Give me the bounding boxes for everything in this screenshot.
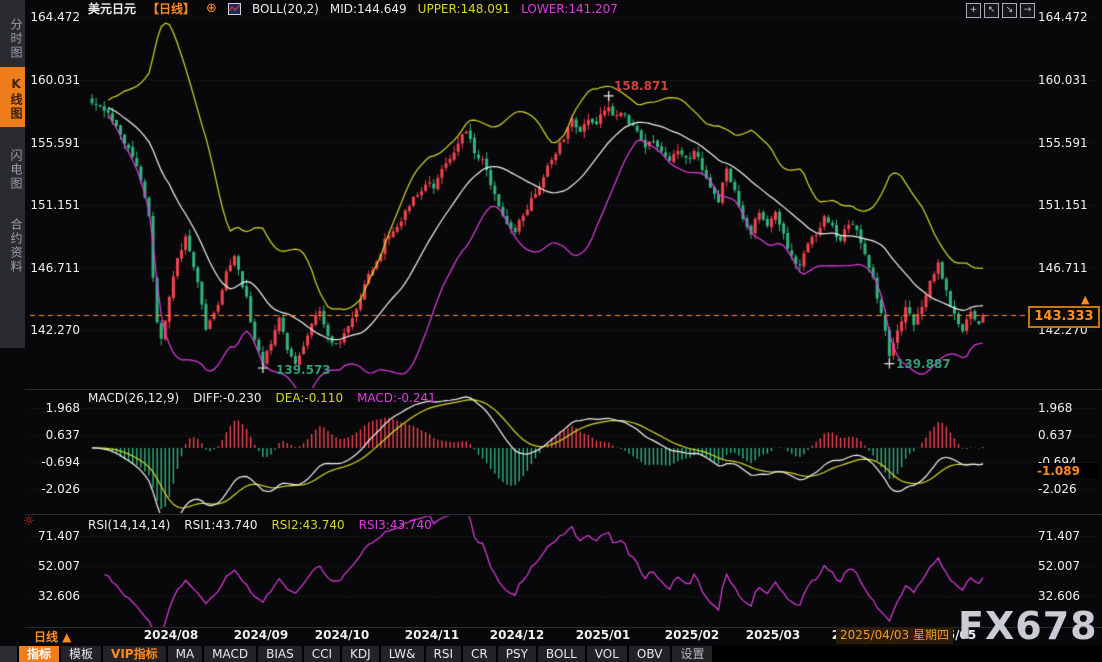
month-label: 2024/08 [143,628,199,642]
toolbar-item-cr[interactable]: CR [463,646,496,662]
macd-tick: -2.026 [41,482,80,496]
bottom-toolbar: 指标 模板 VIP指标 MA MACD BIAS CCI KDJ LW& RSI… [0,646,1102,662]
rsi-header: RSI(14,14,14) RSI1:43.740 RSI2:43.740 RS… [88,518,432,532]
month-label: 2024/11 [404,628,460,642]
macd-header: MACD(26,12,9) DIFF:-0.230 DEA:-0.110 MAC… [88,391,436,405]
price-tick: 146.711 [30,261,80,275]
rsi1-value: RSI1:43.740 [184,518,258,532]
rsi-tick: 71.407 [1038,529,1080,543]
macd-macd-value: MACD:-0.241 [357,391,436,405]
crosshair-date-tooltip: 2025/04/03 星期四 [836,627,953,644]
macd-tick: 1.968 [1038,401,1073,415]
price-tick: 146.711 [1038,261,1088,275]
rsi2-value: RSI2:43.740 [271,518,345,532]
toolbar-item-lw[interactable]: LW& [380,646,424,662]
month-label: 2024/10 [314,628,370,642]
price-tick: 164.472 [1038,10,1088,24]
toolbar-item-ma[interactable]: MA [167,646,203,662]
scale-up-icon[interactable]: ↖ [984,3,999,18]
scale-down-icon[interactable]: ↘ [1002,3,1017,18]
sidebar: 分时图 K线图 闪电图 合约资料 [0,0,25,348]
pan-right-icon[interactable]: → [1020,3,1035,18]
sidebar-item-time-chart[interactable]: 分时图 [9,18,23,60]
macd-tick: 1.968 [45,401,80,415]
boll-label: BOLL(20,2) [251,1,319,16]
macd-tick: -2.026 [1038,482,1077,496]
period-tag[interactable]: 【日线】 [147,2,196,16]
chart-tools: + ↖ ↘ → [966,3,1035,18]
toolbar-item-template[interactable]: 模板 [61,646,102,662]
low-annotation: 139.887 [896,357,951,371]
last-price-tag: 143.333 [1028,306,1100,328]
boll-upper-value: UPPER:148.091 [417,1,511,16]
price-tick: 155.591 [1038,136,1088,150]
toolbar-item-obv[interactable]: OBV [628,646,671,662]
x-axis: 日线 ▲ 2024/08 2024/09 2024/10 2024/11 202… [0,627,1102,645]
month-label: 2024/09 [233,628,289,642]
macd-tick: -0.694 [41,455,80,469]
toolbar-item-vol[interactable]: VOL [586,646,627,662]
month-label: 2025/02 [664,628,720,642]
toolbar-item-boll[interactable]: BOLL [537,646,585,662]
low-annotation: 139.573 [276,363,331,377]
rsi-tick: 52.007 [38,559,80,573]
boll-lower-value: LOWER:141.207 [521,1,618,16]
toolbar-item-bias[interactable]: BIAS [258,646,302,662]
watermark-logo: FX678 [958,604,1098,648]
rsi-tick: 32.606 [38,589,80,603]
sidebar-item-kline-chart[interactable]: K线图 [0,67,25,127]
pane-divider [25,389,1102,390]
rsi-tick: 71.407 [38,529,80,543]
month-label: 2025/01 [575,628,631,642]
month-label: 2025/03 [745,628,801,642]
rsi3-value: RSI3:43.740 [358,518,432,532]
boll-mid-value: MID:144.649 [329,1,407,16]
chart-header: 美元日元 【日线】 ⊕ BOLL(20,2) MID:144.649 UPPER… [88,1,618,16]
rsi-tick: 52.007 [1038,559,1080,573]
month-label: 2024/12 [489,628,545,642]
toolbar-item-settings[interactable]: 设置 [672,646,713,662]
toolbar-item-macd[interactable]: MACD [204,646,257,662]
toolbar-item-kdj[interactable]: KDJ [342,646,379,662]
rsi-title: RSI(14,14,14) [88,518,171,532]
price-tick: 151.151 [1038,198,1088,212]
price-tick: 151.151 [30,198,80,212]
toolbar-item-psy[interactable]: PSY [497,646,536,662]
price-tick: 155.591 [30,136,80,150]
macd-tick: 0.637 [45,428,80,442]
toolbar-handle[interactable] [0,646,17,662]
add-symbol-icon[interactable]: ⊕ [206,1,217,16]
macd-current-tag: -1.089 [1033,463,1099,479]
price-up-arrow-icon: ▲ [1081,293,1090,306]
period-selector[interactable]: 日线 ▲ [34,630,72,644]
price-tick: 164.472 [30,10,80,24]
macd-tick: 0.637 [1038,428,1073,442]
macd-title: MACD(26,12,9) [88,391,180,405]
high-annotation: 158.871 [614,79,669,93]
symbol-title: 美元日元 [88,2,137,16]
sidebar-item-lightning-chart[interactable]: 闪电图 [9,149,23,191]
toolbar-item-vip-indicator[interactable]: VIP指标 [103,646,166,662]
crosshair-icon[interactable]: + [966,3,981,18]
price-tick: 142.270 [30,323,80,337]
price-tick: 160.031 [1038,73,1088,87]
pane-divider [25,514,1102,515]
macd-dea-value: DEA:-0.110 [275,391,344,405]
toolbar-item-cci[interactable]: CCI [303,646,341,662]
mini-chart-icon [227,2,241,15]
toolbar-item-rsi[interactable]: RSI [425,646,462,662]
price-tick: 160.031 [30,73,80,87]
rsi-tick: 32.606 [1038,589,1080,603]
macd-diff-value: DIFF:-0.230 [193,391,262,405]
toolbar-item-indicator[interactable]: 指标 [19,646,60,662]
sidebar-item-contract-info[interactable]: 合约资料 [9,218,23,274]
pane-indicator-icon[interactable]: ☼ [23,514,35,529]
pane-divider [25,627,1102,628]
